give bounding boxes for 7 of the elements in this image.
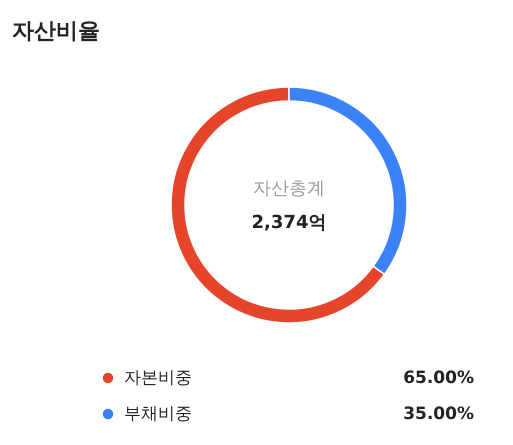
legend-label: 부채비중 xyxy=(124,404,192,424)
data-label: 65.00% xyxy=(403,368,474,388)
legend-label: 자본비중 xyxy=(124,368,192,388)
chart-title: 자산비율 xyxy=(12,19,100,44)
data-label: 35.00% xyxy=(403,404,474,424)
text: 자산총계 xyxy=(253,178,325,199)
text: 2,374억 xyxy=(252,212,326,233)
